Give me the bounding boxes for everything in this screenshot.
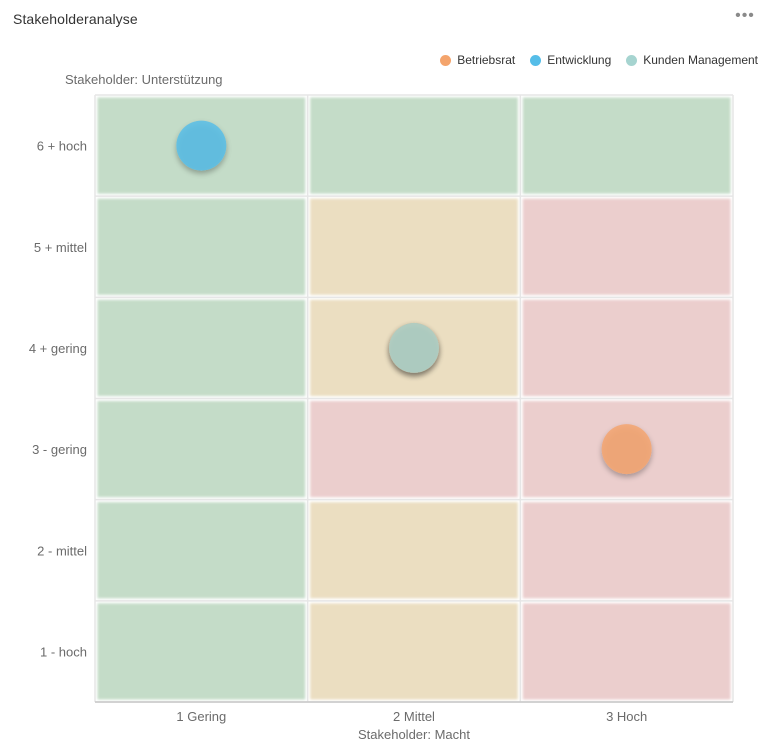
x-axis-ticks: 1 Gering 2 Mittel 3 Hoch bbox=[176, 709, 647, 724]
x-tick-label: 2 Mittel bbox=[393, 709, 435, 724]
y-tick-label: 4 + gering bbox=[29, 341, 87, 356]
matrix-cell-2-2 bbox=[310, 502, 518, 599]
legend-item-betriebsrat[interactable]: Betriebsrat bbox=[440, 53, 515, 67]
matrix-cell-2-3 bbox=[522, 502, 731, 599]
legend-dot-entwicklung bbox=[530, 54, 542, 66]
matrix-cell-5-2 bbox=[310, 198, 518, 295]
data-point-entwicklung[interactable] bbox=[176, 120, 227, 171]
legend-dot-kunden-management bbox=[626, 54, 638, 66]
y-axis-ticks: 1 - hoch 2 - mittel 3 - gering 4 + gering 5 … bbox=[29, 139, 87, 660]
matrix-cell-6-3 bbox=[522, 97, 731, 194]
legend-label-kunden-management: Kunden Management bbox=[643, 53, 758, 67]
data-points bbox=[176, 120, 652, 475]
more-options-icon[interactable]: ••• bbox=[735, 7, 755, 24]
matrix-cell-1-3 bbox=[522, 603, 731, 700]
data-point-kunden-management[interactable] bbox=[389, 322, 439, 373]
matrix-cell-4-3 bbox=[522, 299, 731, 396]
y-tick-label: 3 - gering bbox=[32, 442, 87, 457]
matrix-cell-6-2 bbox=[310, 97, 518, 194]
legend-label-betriebsrat: Betriebsrat bbox=[457, 53, 516, 67]
y-tick-label: 2 - mittel bbox=[37, 543, 87, 558]
matrix-cell-1-1 bbox=[97, 603, 306, 700]
matrix-cell-4-1 bbox=[97, 299, 306, 396]
matrix-cells bbox=[97, 97, 731, 700]
matrix-cell-3-1 bbox=[97, 401, 306, 498]
data-point-betriebsrat[interactable] bbox=[601, 424, 652, 475]
matrix-cell-3-2 bbox=[310, 401, 518, 498]
matrix-cell-2-1 bbox=[97, 502, 306, 599]
y-axis-title: Stakeholder: Unterstützung bbox=[65, 72, 223, 87]
legend-label-entwicklung: Entwicklung bbox=[547, 53, 612, 67]
plot-frame bbox=[94, 94, 734, 703]
x-axis-title: Stakeholder: Macht bbox=[358, 727, 470, 742]
legend-item-entwicklung[interactable]: Entwicklung bbox=[530, 53, 611, 67]
x-tick-label: 3 Hoch bbox=[606, 709, 647, 724]
chart-legend: Betriebsrat Entwicklung Kunden Managemen… bbox=[440, 53, 758, 67]
legend-item-kunden-management[interactable]: Kunden Management bbox=[626, 53, 758, 67]
y-tick-label: 5 + mittel bbox=[34, 240, 87, 255]
y-tick-label: 6 + hoch bbox=[37, 139, 87, 154]
widget-title: Stakeholderanalyse bbox=[13, 11, 138, 27]
legend-dot-betriebsrat bbox=[440, 54, 452, 66]
y-tick-label: 1 - hoch bbox=[40, 644, 87, 659]
matrix-cell-1-2 bbox=[310, 603, 518, 700]
matrix-cell-5-3 bbox=[522, 198, 731, 295]
x-tick-label: 1 Gering bbox=[176, 709, 226, 724]
matrix-cell-5-1 bbox=[97, 198, 306, 295]
